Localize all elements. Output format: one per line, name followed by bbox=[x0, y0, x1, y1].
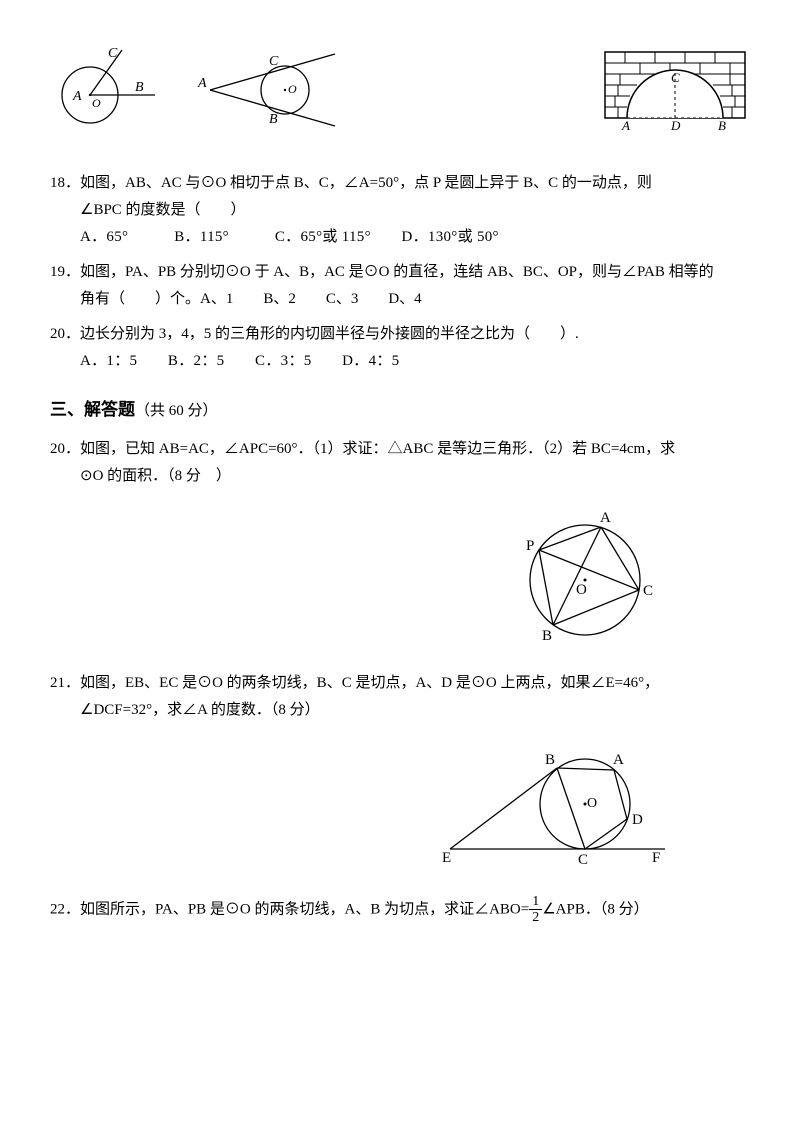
s20-number: 20． bbox=[50, 441, 80, 457]
svg-text:O: O bbox=[92, 96, 101, 110]
svg-text:C: C bbox=[671, 70, 680, 85]
svg-text:B: B bbox=[542, 628, 552, 644]
q18-options: A．65° B．115° C．65°或 115° D．130°或 50° bbox=[80, 224, 750, 251]
section-3-title: 三、解答题 bbox=[50, 400, 135, 419]
q18-text-b: ∠BPC 的度数是（ ） bbox=[80, 202, 246, 218]
svg-text:O: O bbox=[576, 582, 587, 598]
q21-text-b: ∠DCF=32°，求∠A 的度数．（8 分） bbox=[80, 702, 320, 718]
q18-number: 18． bbox=[50, 175, 80, 191]
frac-num: 1 bbox=[529, 894, 542, 910]
svg-text:D: D bbox=[670, 118, 681, 130]
figure-arch: C A D B bbox=[600, 40, 750, 130]
svg-text:A: A bbox=[621, 118, 630, 130]
q21-text-a: 如图，EB、EC 是⊙O 的两条切线，B、C 是切点，A、D 是⊙O 上两点，如… bbox=[80, 675, 659, 691]
svg-text:F: F bbox=[652, 850, 660, 866]
svg-text:A: A bbox=[72, 89, 82, 104]
svg-text:A: A bbox=[197, 76, 207, 91]
svg-text:C: C bbox=[269, 54, 279, 69]
q22-text-b: ∠APB．（8 分） bbox=[542, 901, 648, 917]
question-19: 19．如图，PA、PB 分别切⊙O 于 A、B，AC 是⊙O 的直径，连结 AB… bbox=[50, 259, 750, 313]
s20-text-a: 如图，已知 AB=AC，∠APC=60°．（1）求证：△ABC 是等边三角形．（… bbox=[80, 441, 675, 457]
fraction-half: 12 bbox=[529, 894, 542, 926]
figure-q21-wrap: E B A D C F O bbox=[50, 734, 670, 884]
question-21: 21．如图，EB、EC 是⊙O 的两条切线，B、C 是切点，A、D 是⊙O 上两… bbox=[50, 670, 750, 724]
section-3-sub: （共 60 分） bbox=[135, 403, 218, 419]
q21-number: 21． bbox=[50, 675, 80, 691]
figure-q21: E B A D C F O bbox=[420, 734, 670, 874]
svg-text:O: O bbox=[587, 796, 597, 811]
svg-text:C: C bbox=[108, 46, 118, 61]
q22-text-a: 如图所示，PA、PB 是⊙O 的两条切线，A、B 为切点，求证∠ABO= bbox=[80, 901, 529, 917]
svg-text:A: A bbox=[600, 510, 611, 526]
question-22: 22．如图所示，PA、PB 是⊙O 的两条切线，A、B 为切点，求证∠ABO=1… bbox=[50, 894, 750, 926]
svg-text:O: O bbox=[288, 82, 297, 96]
q19-text-b: 角有（ ）个。A、1 B、2 C、3 D、4 bbox=[80, 291, 422, 307]
q19-text-a: 如图，PA、PB 分别切⊙O 于 A、B，AC 是⊙O 的直径，连结 AB、BC… bbox=[80, 264, 714, 280]
q19-number: 19． bbox=[50, 264, 80, 280]
svg-text:E: E bbox=[442, 850, 451, 866]
figure-q17a: A O B C bbox=[50, 45, 160, 135]
q18-text-a: 如图，AB、AC 与⊙O 相切于点 B、C，∠A=50°，点 P 是圆上异于 B… bbox=[80, 175, 652, 191]
q20-text: 边长分别为 3，4，5 的三角形的内切圆半径与外接圆的半径之比为（ ）. bbox=[80, 326, 579, 342]
svg-text:P: P bbox=[526, 538, 534, 554]
question-18: 18．如图，AB、AC 与⊙O 相切于点 B、C，∠A=50°，点 P 是圆上异… bbox=[50, 170, 750, 251]
question-20: 20．边长分别为 3，4，5 的三角形的内切圆半径与外接圆的半径之比为（ ）. … bbox=[50, 321, 750, 375]
svg-text:A: A bbox=[613, 752, 624, 768]
q22-number: 22． bbox=[50, 901, 80, 917]
top-figures-row: A O B C A O C B bbox=[50, 40, 750, 140]
figure-q17b: A O C B bbox=[190, 45, 340, 135]
svg-text:B: B bbox=[718, 118, 726, 130]
svg-text:B: B bbox=[545, 752, 555, 768]
top-figure-right: C A D B bbox=[600, 40, 750, 140]
svg-text:C: C bbox=[643, 583, 653, 599]
section-3-header: 三、解答题（共 60 分） bbox=[50, 395, 750, 426]
svg-text:B: B bbox=[269, 112, 278, 127]
figure-s20: A P B C O bbox=[500, 500, 670, 650]
q20-options: A．1：5 B．2：5 C．3：5 D．4：5 bbox=[80, 348, 750, 375]
figure-s20-wrap: A P B C O bbox=[50, 500, 670, 660]
q20-number: 20． bbox=[50, 326, 80, 342]
svg-text:C: C bbox=[578, 852, 588, 868]
svg-text:B: B bbox=[135, 80, 144, 95]
solve-question-20: 20．如图，已知 AB=AC，∠APC=60°．（1）求证：△ABC 是等边三角… bbox=[50, 436, 750, 490]
top-figures-left: A O B C A O C B bbox=[50, 45, 340, 135]
s20-text-b: ⊙O 的面积．（8 分 ） bbox=[80, 468, 231, 484]
frac-den: 2 bbox=[529, 910, 542, 925]
svg-text:D: D bbox=[632, 812, 643, 828]
